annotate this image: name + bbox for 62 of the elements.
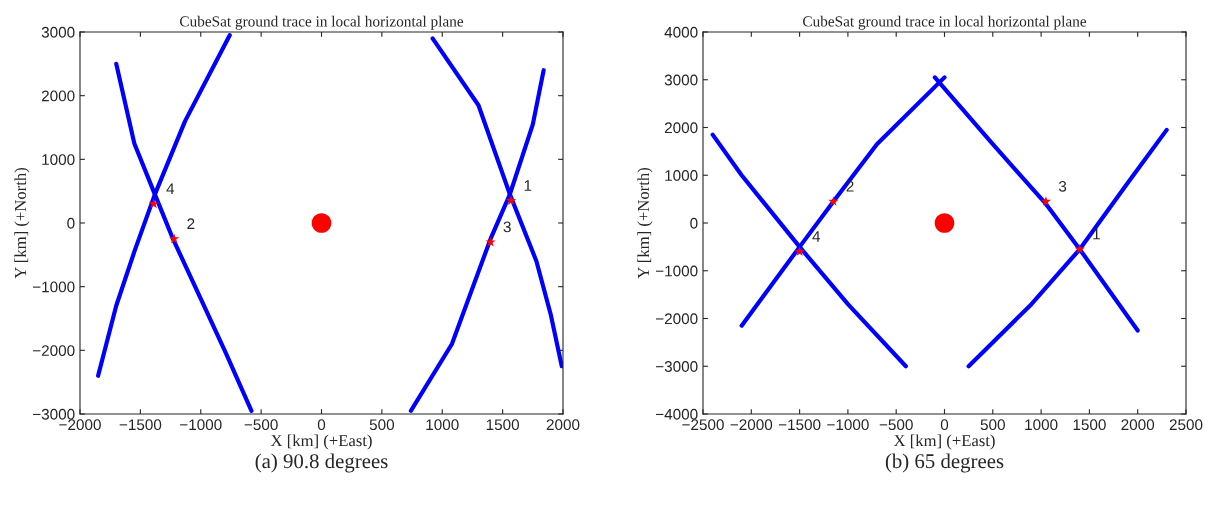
point — [148, 198, 159, 209]
x-tick-label: 1500 — [1073, 419, 1106, 431]
y-tick-label: 1000 — [42, 154, 75, 166]
x-axis-title: X [km] (+East) — [893, 434, 995, 450]
x-tick-label: −2000 — [59, 419, 101, 431]
y-tick-label: −2000 — [32, 345, 75, 357]
y-tick-label: 1000 — [665, 170, 698, 181]
x-axis-title: X [km] (+East) — [270, 434, 372, 450]
annotation: 2 — [846, 180, 854, 192]
annotation: 3 — [1058, 180, 1067, 192]
x-tick-label: −500 — [244, 419, 278, 431]
x-tick-label: 2000 — [1121, 419, 1155, 431]
x-tick-label: −2500 — [682, 419, 724, 431]
text: (b) 65 degrees — [885, 453, 1004, 473]
x-tick-label: −1000 — [827, 419, 869, 431]
y-tick-label: −1000 — [655, 265, 698, 277]
x-tick-label: 500 — [369, 419, 395, 431]
point — [169, 233, 180, 244]
text: (a) 90.8 degrees — [255, 453, 388, 473]
x-tick-label: 2500 — [1169, 419, 1203, 431]
point — [1040, 196, 1052, 206]
y-tick-label: −2000 — [655, 313, 698, 325]
y-axis-title: Y [km] (+North) — [14, 167, 30, 279]
point — [828, 196, 839, 206]
y-tick-label: −4000 — [655, 408, 698, 420]
x-tick-label: 1000 — [426, 419, 459, 431]
x-tick-label: 1000 — [1025, 419, 1058, 431]
point — [505, 195, 517, 206]
x-tick-label: 2000 — [546, 419, 580, 431]
x-tick-label: −2000 — [730, 419, 773, 431]
y-tick-label: 2000 — [664, 122, 698, 134]
y-tick-label: 2000 — [41, 90, 75, 102]
y-tick-label: 0 — [690, 217, 698, 229]
y-tick-label: 3000 — [41, 26, 75, 38]
annotation: 4 — [812, 231, 821, 242]
x-tick-label: −1500 — [119, 419, 162, 431]
x-tick-label: 0 — [317, 419, 326, 431]
x-tick-label: 0 — [940, 419, 949, 431]
x-tick-label: −1500 — [778, 419, 821, 431]
x-tick-label: −1000 — [180, 419, 222, 431]
y-tick-label: −3000 — [655, 361, 698, 372]
point — [485, 236, 496, 247]
x-tick-label: 500 — [980, 419, 1005, 431]
y-tick-label: −3000 — [32, 408, 75, 420]
annotation: 1 — [1093, 228, 1100, 240]
y-tick-label: 4000 — [664, 26, 698, 38]
annotation: 1 — [524, 180, 532, 191]
point — [934, 213, 955, 233]
x-tick-label: −500 — [879, 419, 913, 431]
annotation: 3 — [503, 221, 511, 233]
y-tick-label: 0 — [67, 217, 75, 229]
chart-title: CubeSat ground trace in local horizontal plane — [180, 15, 464, 30]
x-tick-label: 1500 — [486, 419, 520, 431]
y-axis-title: Y [km] (+North) — [637, 167, 653, 279]
annotation: 2 — [187, 218, 195, 229]
y-tick-label: 3000 — [664, 74, 698, 86]
annotation: 4 — [166, 183, 175, 194]
point — [794, 246, 805, 256]
point — [311, 213, 332, 233]
point — [1074, 243, 1085, 254]
chart-title: CubeSat ground trace in local horizontal plane — [803, 15, 1087, 30]
y-tick-label: −1000 — [32, 281, 75, 293]
